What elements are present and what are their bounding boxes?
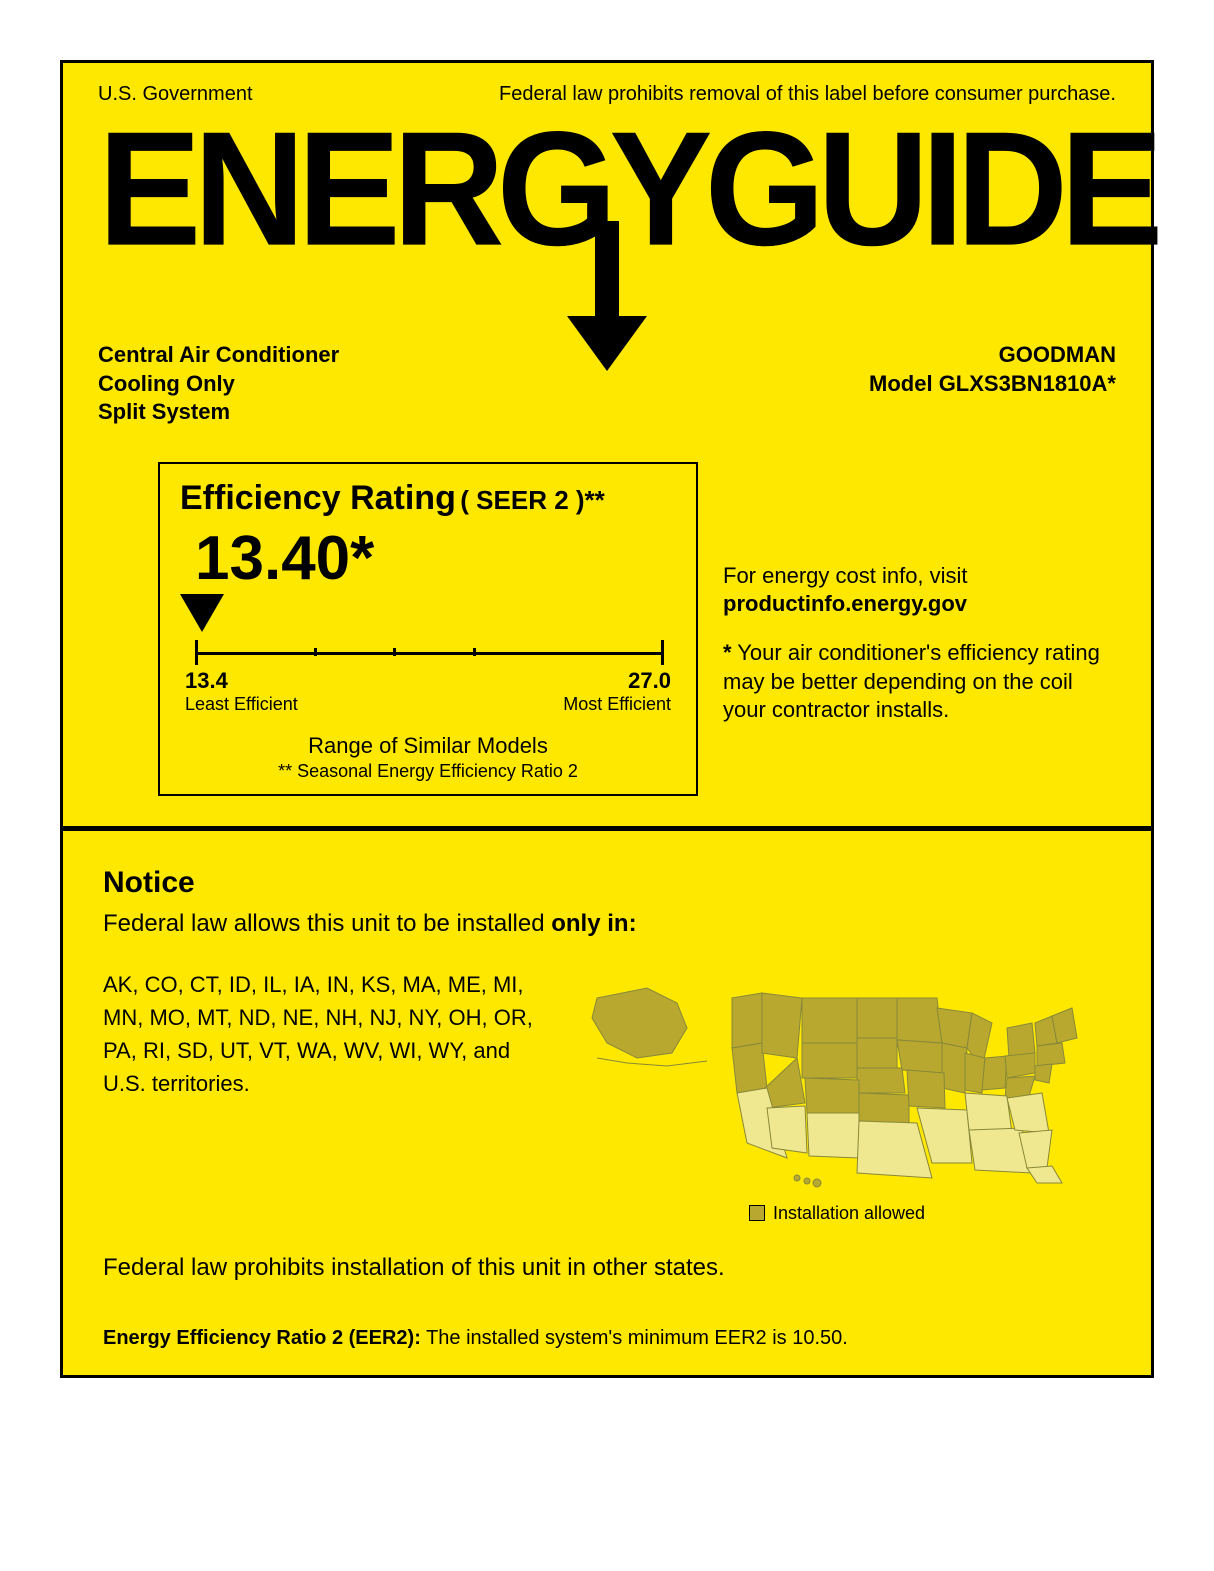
scale-tick — [195, 640, 198, 665]
rating-title: Efficiency Rating — [180, 479, 456, 517]
rating-title-row: Efficiency Rating ( SEER 2 )** — [180, 479, 676, 518]
efficiency-rating-box: Efficiency Rating ( SEER 2 )** 13.40* 13… — [158, 462, 698, 796]
energy-guide-label: U.S. Government Federal law prohibits re… — [60, 60, 1154, 1378]
rating-subtitle: ( SEER 2 )** — [460, 485, 605, 515]
map-legend: Installation allowed — [563, 1203, 1111, 1224]
side-note: Your air conditioner's efficiency rating… — [723, 640, 1100, 722]
top-section: U.S. Government Federal law prohibits re… — [63, 63, 1151, 831]
scale-min-label: Least Efficient — [185, 694, 298, 715]
prohibit-text: Federal law prohibits installation of th… — [103, 1254, 1111, 1282]
scale-line — [195, 652, 661, 655]
visit-block: For energy cost info, visit productinfo.… — [723, 562, 1116, 619]
legend-box-icon — [749, 1205, 765, 1221]
pointer-triangle-icon — [180, 594, 224, 632]
scale-max: 27.0 — [563, 668, 671, 694]
product-type-2: Cooling Only — [98, 370, 339, 399]
scale-min-block: 13.4 Least Efficient — [185, 668, 298, 715]
notice-intro: Federal law allows this unit to be insta… — [103, 910, 1111, 938]
notice-title: Notice — [103, 866, 1111, 900]
states-row: AK, CO, CT, ID, IL, IA, IN, KS, MA, ME, … — [103, 968, 1111, 1224]
scale-tick — [473, 648, 476, 656]
logo-row: ENERGYGUIDE — [98, 111, 1116, 261]
scale-max-label: Most Efficient — [563, 694, 671, 715]
main-content: Efficiency Rating ( SEER 2 )** 13.40* 13… — [98, 462, 1116, 796]
scale-max-block: 27.0 Most Efficient — [563, 668, 671, 715]
asterisk-note: * Your air conditioner's efficiency rati… — [723, 639, 1116, 725]
map-container: Installation allowed — [563, 968, 1111, 1224]
efficiency-scale — [180, 640, 676, 665]
arrow-down-icon — [557, 221, 657, 371]
side-info: For energy cost info, visit productinfo.… — [723, 462, 1116, 725]
eer-value: The installed system's minimum EER2 is 1… — [426, 1327, 848, 1349]
scale-tick — [661, 640, 664, 665]
scale-tick — [393, 648, 396, 656]
seer-note: ** Seasonal Energy Efficiency Ratio 2 — [180, 761, 676, 782]
product-type-1: Central Air Conditioner — [98, 341, 339, 370]
product-left: Central Air Conditioner Cooling Only Spl… — [98, 341, 339, 427]
manufacturer: GOODMAN — [869, 341, 1116, 370]
notice-intro-prefix: Federal law allows this unit to be insta… — [103, 910, 551, 937]
bottom-section: Notice Federal law allows this unit to b… — [63, 831, 1151, 1375]
product-type-3: Split System — [98, 398, 339, 427]
rating-value: 13.40* — [180, 523, 676, 594]
scale-tick — [314, 648, 317, 656]
scale-min: 13.4 — [185, 668, 298, 694]
notice-intro-bold: only in: — [551, 910, 636, 937]
scale-labels: 13.4 Least Efficient 27.0 Most Efficient — [180, 668, 676, 715]
eer-label: Energy Efficiency Ratio 2 (EER2): — [103, 1327, 421, 1349]
visit-text: For energy cost info, visit — [723, 562, 1116, 591]
model: Model GLXS3BN1810A* — [869, 370, 1116, 399]
us-map-icon — [587, 968, 1087, 1188]
eer-text: Energy Efficiency Ratio 2 (EER2): The in… — [103, 1327, 1111, 1350]
range-text: Range of Similar Models — [180, 733, 676, 759]
product-right: GOODMAN Model GLXS3BN1810A* — [869, 341, 1116, 427]
asterisk: * — [723, 640, 732, 665]
legend-text: Installation allowed — [773, 1203, 925, 1224]
states-list: AK, CO, CT, ID, IL, IA, IN, KS, MA, ME, … — [103, 968, 533, 1100]
visit-url: productinfo.energy.gov — [723, 590, 1116, 619]
